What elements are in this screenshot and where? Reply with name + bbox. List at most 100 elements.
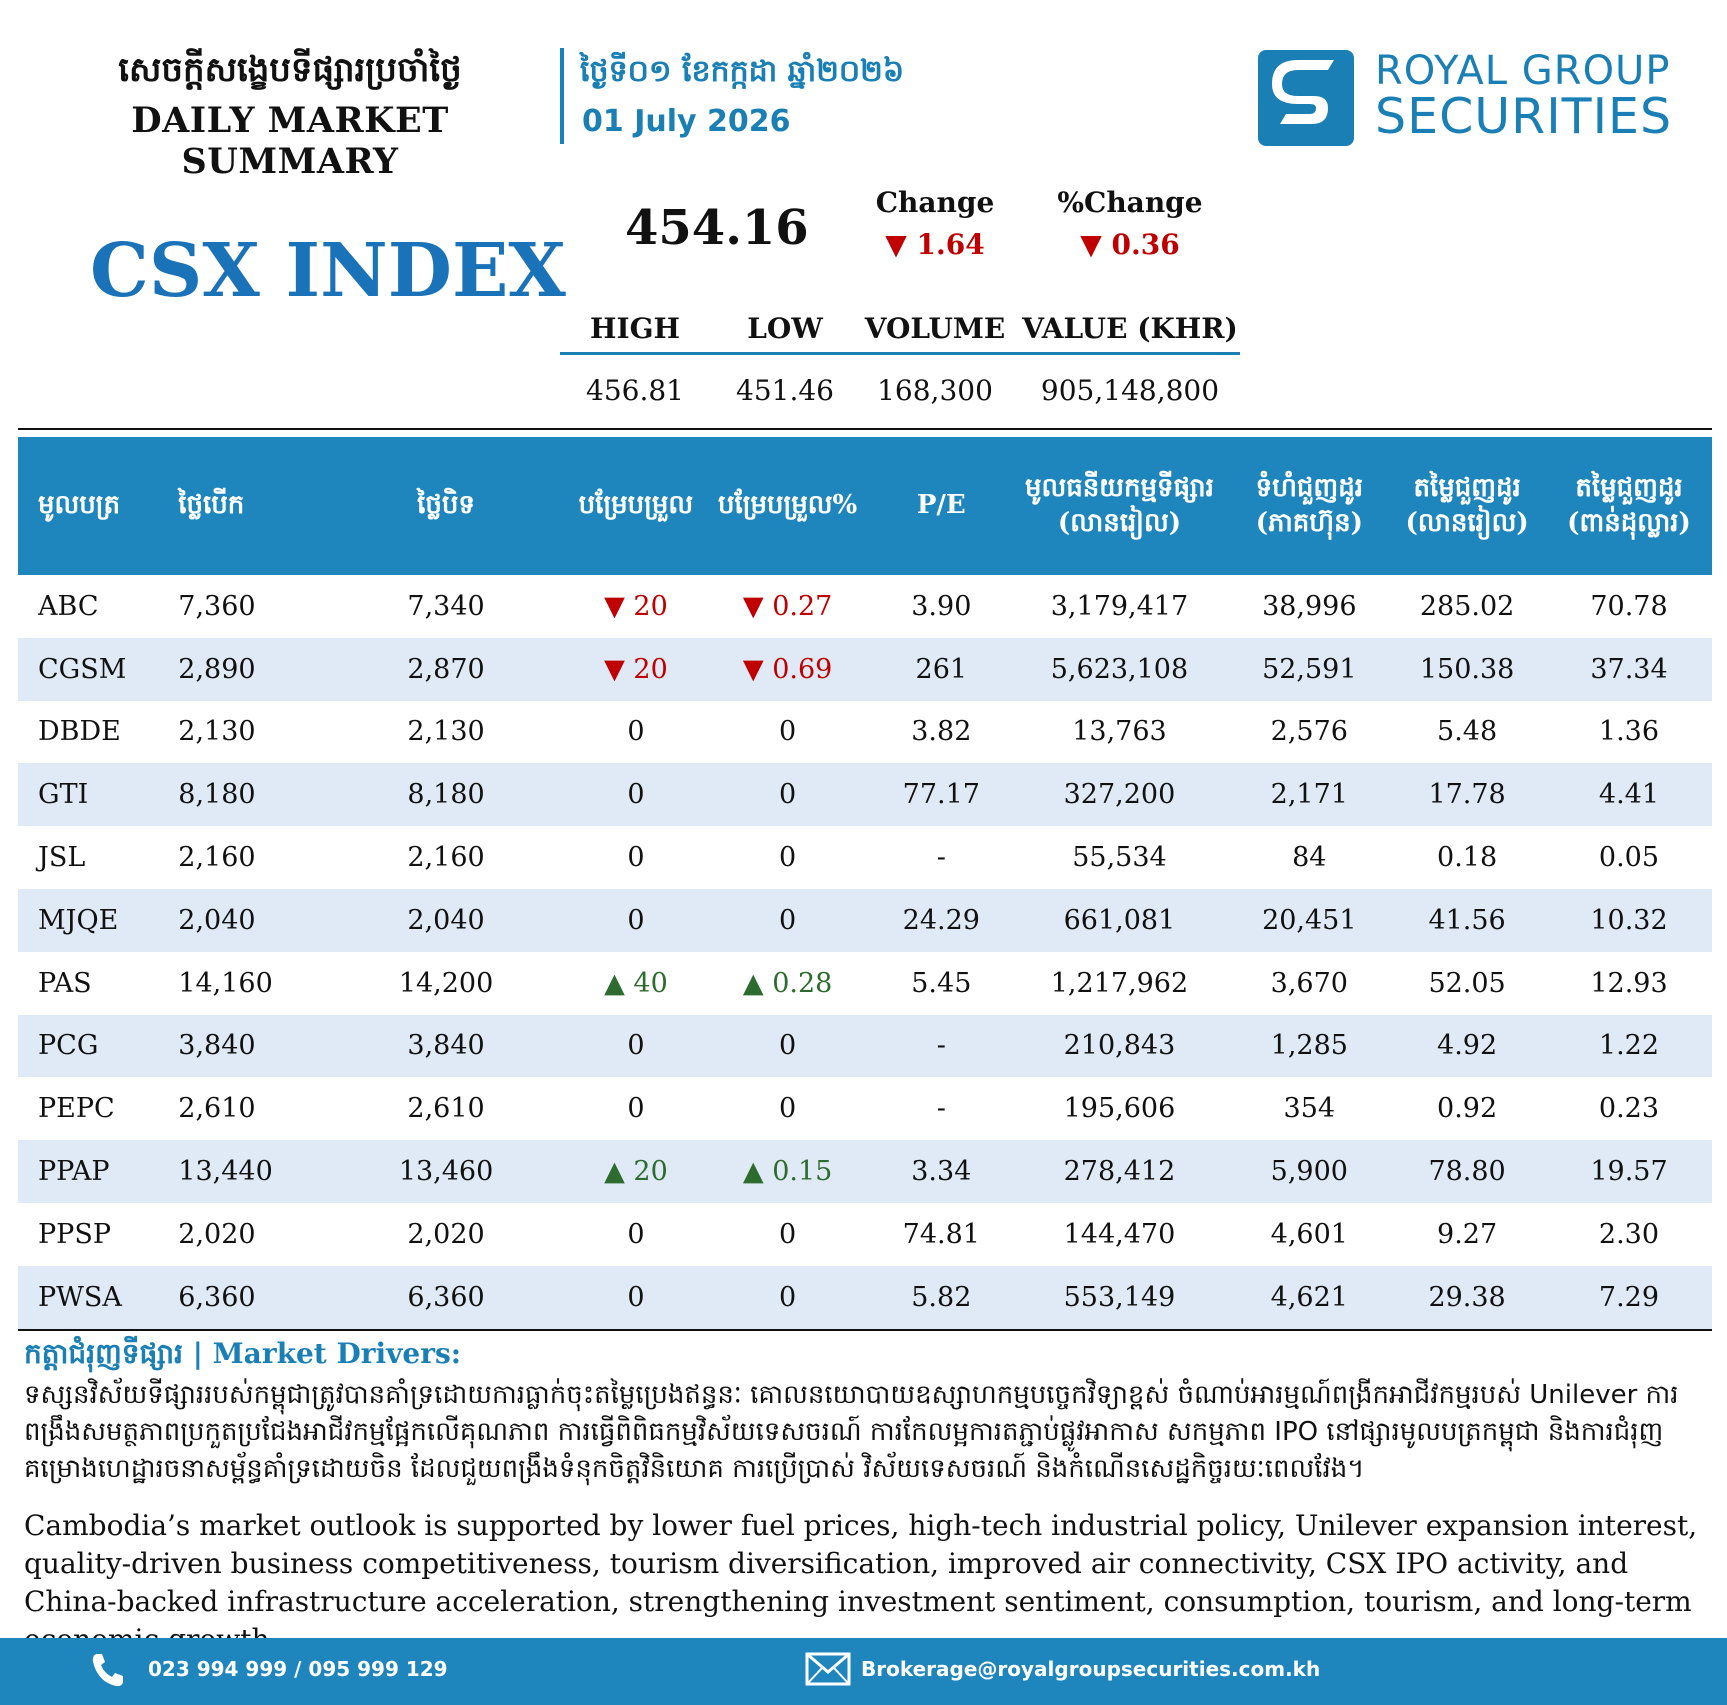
cell-value-usd: 10.32 [1545,888,1712,952]
cell-pe: 74.81 [902,1218,980,1250]
cell-pe: - [936,842,946,874]
cell-change: ▲ 20 [570,1140,702,1203]
cell-close: 8,180 [321,763,571,827]
cell-value-khr: 52.05 [1428,967,1506,999]
section-separator [18,428,1712,430]
cell-close: 3,840 [321,1014,571,1078]
col-header-change: បម្រែបម្រួល [570,437,702,575]
cell-pct-change: 0 [779,716,797,748]
cell-volume: 2,576 [1270,716,1348,748]
table-row: ABC 7,360 7,340 ▼ 20 ▼ 0.27 3.90 3,179,417 38,9… [18,575,1712,638]
stock-table: មូលបត្រ ថ្លៃបើក ថ្លៃបិទ បម្រែបម្រួល បម្រ… [18,437,1712,1331]
table-row: DBDE 2,130 2,130 0 0 3.82 13,763 2,576 5.48 1.36 [18,701,1712,764]
table-row: PEPC 2,610 2,610 0 0 - 195,606 354 0.92 0.23 [18,1077,1712,1140]
cell-pct-change: 0 [779,1218,797,1250]
cell-pct-change: 0 [779,1093,797,1125]
cell-pct-change: 0 [701,763,875,827]
stats-underline [560,352,1240,355]
cell-open: 6,360 [148,1265,322,1331]
pct-change-value: ▼ 0.36 [1080,228,1180,261]
date-khmer: ថ្ងៃទី០១ ខែកក្កដា ឆ្នាំ២០២៦ [580,54,905,89]
col-header-pe: P/E [874,437,1009,575]
stat-header-volume: VOLUME [864,312,1006,345]
phone-icon [88,1650,128,1694]
cell-open: 8,180 [148,763,322,827]
cell-value-usd: 70.78 [1590,590,1668,622]
cell-value-khr: 150.38 [1388,637,1546,701]
table-row: PPSP 2,020 2,020 0 0 74.81 144,470 4,601 9.27 2.3… [18,1203,1712,1266]
cell-value-usd: 4.41 [1545,763,1712,827]
cell-market-cap: 553,149 [1008,1265,1231,1331]
cell-open: 14,160 [178,967,273,999]
cell-close: 2,870 [321,637,571,701]
cell-value-usd: 12.93 [1590,967,1668,999]
footer-phone: 023 994 999 / 095 999 129 [148,1657,448,1681]
cell-market-cap: 278,412 [1008,1140,1231,1203]
stat-value-volume: 168,300 [877,374,993,407]
cell-value-usd: 0.23 [1598,1093,1660,1125]
cell-market-cap: 5,623,108 [1008,637,1231,701]
table-row: PCG 3,840 3,840 0 0-210,843 1,285 4.92 1.22 [18,1014,1712,1078]
cell-market-cap: 55,534 [1072,842,1167,874]
cell-close: 2,160 [407,842,485,874]
cell-value-khr: 5.48 [1437,716,1498,748]
change-value: ▼ 1.64 [885,228,985,261]
logo-mark-icon [1258,50,1354,146]
cell-pct-change: 0 [701,1265,875,1331]
cell-close: 2,040 [321,888,571,952]
stat-value-low: 451.46 [736,374,834,407]
cell-volume: 20,451 [1230,888,1389,952]
cell-close: 14,200 [398,967,494,999]
stat-header-low: LOW [747,312,823,345]
market-drivers-text-english: Cambodia’s market outlook is supported b… [24,1509,1698,1656]
cell-symbol: DBDE [38,716,121,748]
cell-value-khr: 4.92 [1388,1014,1546,1078]
index-name: CSX INDEX [90,228,566,314]
cell-change: 0 [570,1265,702,1331]
cell-symbol: PCG [18,1014,149,1078]
cell-change: ▲ 40 [604,967,668,999]
col-header-value-usd: តម្លៃជួញដូរ (ពាន់ដុល្លារ) [1545,437,1712,575]
cell-value-khr: 9.27 [1437,1218,1498,1250]
cell-pe: - [874,1014,1009,1078]
col-header-symbol: មូលបត្រ [18,437,149,575]
stat-value-value-khr: 905,148,800 [1040,374,1220,407]
cell-value-khr: 29.38 [1388,1265,1546,1331]
footer-email[interactable]: Brokerage@royalgroupsecurities.com.kh [861,1657,1321,1681]
logo-text-securities: SECURITIES [1375,88,1673,145]
cell-open: 2,020 [178,1218,256,1250]
pct-change-label: %Change [1057,186,1203,219]
cell-open: 2,160 [178,842,256,874]
stat-header-value: VALUE (KHR) [1022,312,1238,345]
col-header-value-khr: តម្លៃជួញដូរ (លានរៀល) [1388,437,1546,575]
col-header-close: ថ្លៃបិទ [321,437,571,575]
cell-value-usd: 7.29 [1545,1265,1712,1331]
table-row: PAS 14,160 14,200 ▲ 40 ▲ 0.28 5.45 1,217,962 3,… [18,952,1712,1015]
market-drivers-text-khmer: ទស្សនវិស័យទីផ្សាររបស់កម្ពុជាត្រូវបានគាំទ… [24,1380,1679,1484]
cell-change: 0 [627,1218,645,1250]
cell-volume: 1,285 [1230,1014,1389,1078]
cell-volume: 52,591 [1230,637,1389,701]
cell-volume: 3,670 [1270,967,1348,999]
cell-pe: 3.82 [911,716,972,748]
col-header-volume: ទំហំជួញដូរ (ភាគហ៊ុន) [1230,437,1389,575]
cell-open: 3,840 [148,1014,322,1078]
title-khmer: សេចក្ដីសង្ខេបទីផ្សារប្រចាំថ្ងៃ [118,50,462,90]
title-english: DAILY MARKET SUMMARY [131,100,449,182]
cell-change: ▼ 20 [570,637,702,701]
cell-close: 13,460 [321,1140,571,1203]
cell-pe: 24.29 [874,888,1009,952]
cell-change: 0 [570,888,702,952]
cell-market-cap: 210,843 [1008,1014,1231,1078]
cell-volume: 4,621 [1230,1265,1389,1331]
cell-change: 0 [570,1014,702,1078]
cell-symbol: PWSA [18,1265,149,1331]
cell-market-cap: 327,200 [1008,763,1231,827]
cell-pct-change: ▼ 0.27 [742,590,833,622]
change-label: Change [875,186,995,219]
cell-pe: 3.90 [911,590,972,622]
cell-volume: 2,171 [1230,763,1389,827]
cell-market-cap: 195,606 [1063,1093,1176,1125]
cell-value-khr: 285.02 [1419,590,1515,622]
cell-symbol: CGSM [18,637,149,701]
